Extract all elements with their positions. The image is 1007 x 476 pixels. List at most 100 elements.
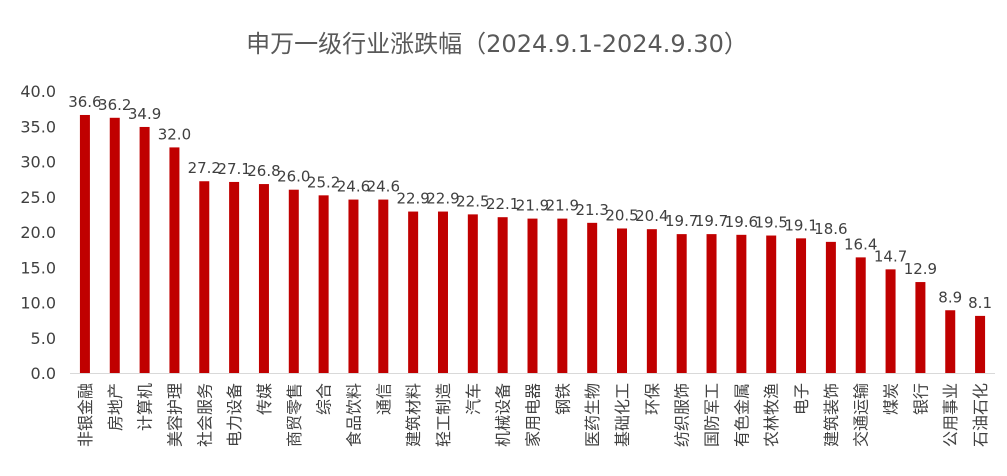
- data-label: 24.6: [367, 178, 400, 196]
- y-axis: 0.0 5.0 10.0 15.0 20.0 25.0 30.0 35.0 40.0: [20, 82, 56, 383]
- bar: [885, 269, 896, 373]
- data-label: 19.7: [695, 212, 728, 230]
- bar: [229, 181, 240, 373]
- data-label: 36.6: [68, 93, 101, 111]
- bar: [467, 214, 478, 373]
- x-tick-label: 传媒: [255, 383, 274, 415]
- bars: [79, 114, 986, 373]
- x-tick-label: 食品饮料: [344, 383, 363, 447]
- data-label: 27.1: [217, 160, 250, 178]
- x-tick-label: 计算机: [136, 383, 155, 431]
- bar: [139, 126, 150, 373]
- data-label: 34.9: [128, 105, 161, 123]
- x-tick-label: 环保: [643, 383, 662, 415]
- data-label: 22.9: [396, 190, 429, 208]
- bar: [825, 241, 836, 373]
- y-tick-label: 20.0: [20, 223, 56, 242]
- x-tick-label: 煤炭: [882, 383, 901, 415]
- data-label: 16.4: [844, 235, 877, 253]
- x-tick-label: 通信: [374, 383, 393, 415]
- y-tick-label: 5.0: [31, 329, 56, 348]
- x-tick-label: 机械设备: [494, 383, 513, 447]
- data-label: 22.5: [456, 192, 489, 210]
- data-label: 36.2: [98, 96, 131, 114]
- bar: [169, 147, 180, 373]
- bar: [79, 114, 90, 373]
- data-label: 20.4: [635, 207, 668, 225]
- bar: [617, 228, 628, 373]
- x-tick-label: 非银金融: [76, 383, 95, 447]
- bar: [557, 218, 568, 373]
- x-tick-label: 有色金属: [732, 383, 751, 447]
- x-tick-label: 医药生物: [583, 383, 602, 447]
- x-tick-label: 电子: [792, 383, 811, 415]
- bar: [109, 117, 120, 373]
- bar: [766, 235, 777, 373]
- bar: [199, 181, 210, 373]
- x-tick-label: 交通运输: [852, 383, 871, 447]
- y-tick-label: 15.0: [20, 258, 56, 277]
- data-label: 26.0: [277, 168, 310, 186]
- data-labels: 36.636.234.932.027.227.126.826.025.224.6…: [68, 93, 992, 312]
- data-label: 25.2: [307, 173, 340, 191]
- x-tick-label: 美容护理: [165, 383, 184, 447]
- bar: [258, 184, 269, 373]
- data-label: 26.8: [247, 162, 280, 180]
- x-tick-label: 建筑材料: [404, 383, 423, 447]
- x-tick-label: 石油石化: [971, 383, 990, 447]
- bar: [437, 211, 448, 373]
- x-tick-label: 综合: [315, 383, 334, 415]
- chart-title: 申万一级行业涨跌幅（2024.9.1-2024.9.30）: [246, 30, 748, 58]
- data-label: 18.6: [814, 220, 847, 238]
- x-tick-label: 农林牧渔: [762, 383, 781, 447]
- data-label: 19.1: [784, 216, 817, 234]
- bar: [706, 234, 717, 373]
- data-label: 24.6: [337, 178, 370, 196]
- data-label: 19.7: [665, 212, 698, 230]
- x-tick-label: 社会服务: [195, 383, 214, 447]
- x-tick-label: 公用事业: [941, 383, 960, 447]
- y-tick-label: 40.0: [20, 82, 56, 101]
- x-tick-label: 建筑装饰: [822, 383, 841, 447]
- bar: [736, 234, 747, 373]
- bar: [915, 282, 926, 373]
- x-tick-label: 商贸零售: [285, 383, 304, 447]
- bar: [855, 257, 866, 373]
- bar: [408, 211, 419, 373]
- y-tick-label: 0.0: [31, 364, 56, 383]
- data-label: 19.5: [755, 214, 788, 232]
- data-label: 21.3: [575, 201, 608, 219]
- bar: [676, 234, 687, 373]
- y-tick-label: 10.0: [20, 294, 56, 313]
- x-tick-label: 汽车: [464, 383, 483, 415]
- bar: [288, 189, 299, 373]
- data-label: 32.0: [158, 125, 191, 143]
- x-tick-label: 钢铁: [553, 383, 572, 415]
- bar: [945, 310, 956, 373]
- bar: [527, 218, 538, 373]
- x-tick-label: 家用电器: [524, 383, 543, 447]
- bar: [497, 217, 508, 373]
- bar: [318, 195, 329, 373]
- bar: [796, 238, 807, 373]
- data-label: 21.9: [546, 197, 579, 215]
- bar: [975, 315, 986, 373]
- x-axis: 非银金融 房地产 计算机 美容护理 社会服务 电力设备 传媒 商贸零售 综合 食品饮料 通信 建筑材料…: [76, 383, 990, 447]
- data-label: 8.1: [968, 294, 992, 312]
- data-label: 8.9: [938, 288, 962, 306]
- x-tick-label: 基础化工: [613, 383, 632, 447]
- data-label: 27.2: [188, 159, 221, 177]
- y-tick-label: 35.0: [20, 117, 56, 136]
- x-tick-label: 电力设备: [225, 383, 244, 447]
- x-tick-label: 房地产: [106, 383, 125, 431]
- data-label: 14.7: [874, 247, 907, 265]
- bar: [378, 199, 389, 373]
- data-label: 21.9: [516, 197, 549, 215]
- x-tick-label: 银行: [911, 383, 930, 415]
- data-label: 20.5: [605, 206, 638, 224]
- bar: [646, 229, 657, 373]
- data-label: 22.9: [426, 190, 459, 208]
- x-tick-label: 国防军工: [703, 383, 722, 447]
- bar: [348, 199, 359, 373]
